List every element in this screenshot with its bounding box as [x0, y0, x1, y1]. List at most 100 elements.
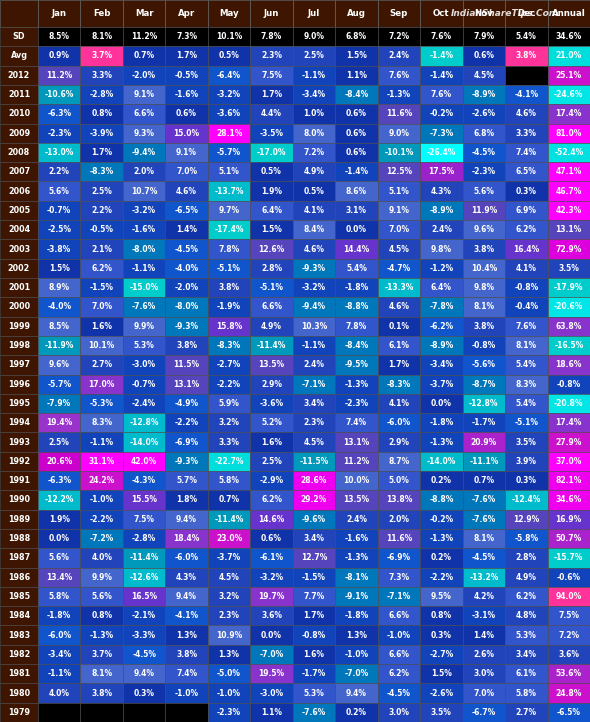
Bar — [420, 0, 463, 27]
Text: 31.1%: 31.1% — [88, 457, 115, 466]
Text: 19.5%: 19.5% — [258, 669, 284, 678]
Bar — [293, 490, 335, 510]
Bar — [378, 66, 420, 85]
Bar — [548, 181, 590, 201]
Text: 6.5%: 6.5% — [516, 168, 537, 176]
Text: 8.1%: 8.1% — [473, 303, 494, 311]
Text: 2.4%: 2.4% — [346, 515, 367, 523]
Text: -8.4%: -8.4% — [345, 90, 369, 99]
Text: -3.1%: -3.1% — [472, 612, 496, 620]
Bar — [505, 471, 548, 490]
Bar — [548, 664, 590, 684]
Text: 7.8%: 7.8% — [261, 32, 282, 41]
Text: 14.6%: 14.6% — [258, 515, 284, 523]
Text: 11.6%: 11.6% — [386, 534, 412, 543]
Bar — [123, 587, 165, 606]
Bar — [123, 684, 165, 703]
Bar — [463, 703, 505, 722]
Bar — [463, 278, 505, 297]
Bar — [80, 85, 123, 104]
Text: -20.6%: -20.6% — [554, 303, 584, 311]
Bar — [208, 587, 250, 606]
Bar — [463, 258, 505, 278]
Text: 4.5%: 4.5% — [388, 245, 409, 253]
Bar — [0, 143, 38, 162]
Bar — [293, 201, 335, 220]
Bar — [250, 375, 293, 393]
Text: 6.6%: 6.6% — [261, 303, 282, 311]
Bar — [378, 220, 420, 240]
Bar — [505, 645, 548, 664]
Bar — [378, 606, 420, 625]
Bar — [420, 606, 463, 625]
Bar — [548, 143, 590, 162]
Text: 8.1%: 8.1% — [91, 32, 112, 41]
Bar — [80, 201, 123, 220]
Bar — [165, 240, 208, 258]
Bar — [165, 104, 208, 123]
Bar — [38, 703, 80, 722]
Bar — [250, 664, 293, 684]
Bar — [548, 258, 590, 278]
Text: 5.2%: 5.2% — [261, 418, 282, 427]
Text: 6.9%: 6.9% — [516, 206, 537, 215]
Text: 5.3%: 5.3% — [304, 689, 325, 697]
Text: 9.9%: 9.9% — [134, 322, 155, 331]
Bar — [208, 548, 250, 567]
Text: 5.7%: 5.7% — [176, 477, 197, 485]
Bar — [378, 510, 420, 529]
Bar — [38, 529, 80, 548]
Text: 1.9%: 1.9% — [261, 186, 282, 196]
Bar — [80, 567, 123, 587]
Bar — [80, 336, 123, 355]
Bar — [335, 375, 378, 393]
Text: -11.9%: -11.9% — [44, 341, 74, 350]
Bar — [0, 66, 38, 85]
Text: 7.4%: 7.4% — [176, 669, 197, 678]
Bar — [378, 375, 420, 393]
Text: -0.7%: -0.7% — [47, 206, 71, 215]
Bar — [80, 66, 123, 85]
Bar — [335, 240, 378, 258]
Text: 42.0%: 42.0% — [131, 457, 158, 466]
Bar — [505, 258, 548, 278]
Bar — [548, 625, 590, 645]
Text: 2009: 2009 — [8, 129, 30, 138]
Text: 5.0%: 5.0% — [388, 477, 409, 485]
Text: 3.2%: 3.2% — [218, 418, 240, 427]
Bar — [420, 645, 463, 664]
Text: 1.7%: 1.7% — [261, 90, 282, 99]
Bar — [123, 240, 165, 258]
Text: 4.1%: 4.1% — [303, 206, 324, 215]
Bar — [378, 201, 420, 220]
Bar — [0, 297, 38, 316]
Bar — [0, 452, 38, 471]
Text: -6.9%: -6.9% — [387, 553, 411, 562]
Text: 1.6%: 1.6% — [91, 322, 112, 331]
Text: 6.2%: 6.2% — [516, 225, 537, 234]
Text: 11.2%: 11.2% — [343, 457, 369, 466]
Text: -8.7%: -8.7% — [471, 380, 496, 388]
Bar — [463, 66, 505, 85]
Bar — [250, 66, 293, 85]
Text: 2.5%: 2.5% — [91, 186, 112, 196]
Bar — [80, 625, 123, 645]
Text: 28.6%: 28.6% — [301, 477, 327, 485]
Bar — [165, 393, 208, 413]
Text: 5.1%: 5.1% — [219, 168, 240, 176]
Text: -15.0%: -15.0% — [130, 283, 159, 292]
Bar — [38, 393, 80, 413]
Text: 3.2%: 3.2% — [218, 592, 240, 601]
Text: 0.2%: 0.2% — [431, 553, 452, 562]
Text: -12.2%: -12.2% — [44, 495, 74, 505]
Text: -1.1%: -1.1% — [302, 341, 326, 350]
Bar — [463, 452, 505, 471]
Text: -2.7%: -2.7% — [217, 360, 241, 370]
Text: -17.9%: -17.9% — [554, 283, 584, 292]
Bar — [38, 355, 80, 375]
Bar — [548, 490, 590, 510]
Bar — [505, 220, 548, 240]
Bar — [165, 85, 208, 104]
Text: -0.2%: -0.2% — [430, 515, 454, 523]
Text: 0.7%: 0.7% — [133, 51, 155, 61]
